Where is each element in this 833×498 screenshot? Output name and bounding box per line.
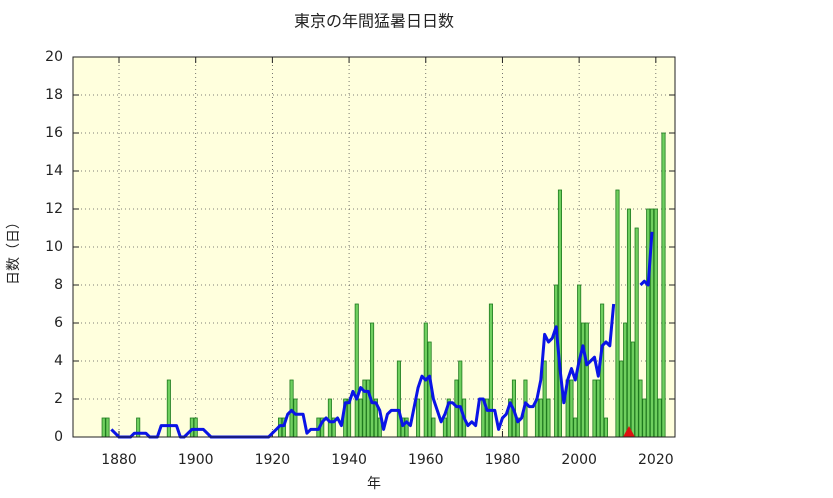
bar bbox=[347, 398, 352, 438]
bar bbox=[534, 398, 539, 438]
bar bbox=[638, 379, 643, 438]
bar bbox=[657, 398, 662, 438]
bar bbox=[573, 417, 578, 438]
bar bbox=[358, 398, 363, 438]
bar bbox=[454, 379, 459, 438]
y-tick-label: 6 bbox=[54, 315, 63, 331]
y-tick-label: 18 bbox=[45, 87, 63, 103]
y-tick-label: 2 bbox=[54, 391, 63, 407]
y-tick-label: 20 bbox=[45, 49, 63, 65]
bar bbox=[623, 322, 628, 438]
bar bbox=[596, 379, 601, 438]
y-tick-label: 10 bbox=[45, 239, 63, 255]
chart-title: 東京の年間猛暑日日数 bbox=[294, 12, 454, 31]
bar bbox=[105, 417, 110, 438]
y-tick-label: 8 bbox=[54, 277, 63, 293]
y-tick-label: 12 bbox=[45, 201, 63, 217]
bar bbox=[634, 227, 639, 438]
y-tick-label: 4 bbox=[54, 353, 63, 369]
x-tick-label: 1960 bbox=[408, 452, 444, 468]
bar bbox=[661, 132, 666, 438]
y-tick-label: 0 bbox=[54, 429, 63, 445]
x-tick-label: 2020 bbox=[638, 452, 674, 468]
bar bbox=[626, 208, 632, 438]
bar bbox=[366, 379, 371, 438]
bar bbox=[554, 284, 559, 438]
bar bbox=[327, 398, 332, 438]
x-axis-label: 年 bbox=[367, 476, 381, 492]
bar bbox=[370, 322, 375, 438]
y-axis-label: 日数（日） bbox=[6, 215, 22, 285]
x-tick-label: 1880 bbox=[101, 452, 137, 468]
bar bbox=[189, 417, 194, 438]
bar bbox=[557, 189, 562, 438]
marker bbox=[622, 426, 635, 437]
bar bbox=[646, 208, 651, 438]
bar bbox=[431, 417, 436, 438]
bar bbox=[101, 417, 106, 438]
bar bbox=[293, 398, 298, 438]
bar bbox=[396, 360, 401, 438]
bar bbox=[542, 360, 547, 438]
bar bbox=[642, 398, 647, 438]
bar bbox=[603, 417, 609, 438]
bar bbox=[580, 322, 586, 438]
x-tick-label: 2000 bbox=[561, 452, 597, 468]
bar bbox=[615, 189, 620, 438]
bar bbox=[584, 322, 589, 438]
bar bbox=[354, 303, 359, 438]
bar bbox=[569, 379, 574, 438]
x-tick-label: 1940 bbox=[331, 452, 367, 468]
bar bbox=[416, 398, 421, 438]
plot-frame bbox=[72, 56, 676, 438]
bar bbox=[619, 360, 624, 438]
x-tick-label: 1980 bbox=[485, 452, 521, 468]
bar bbox=[538, 398, 543, 438]
bar bbox=[592, 379, 597, 438]
bar bbox=[546, 398, 551, 438]
bar bbox=[488, 303, 493, 438]
bar bbox=[630, 341, 635, 438]
bar bbox=[458, 360, 463, 438]
y-tick-label: 16 bbox=[45, 125, 63, 141]
bar bbox=[600, 303, 605, 438]
line bbox=[110, 231, 654, 439]
x-tick-label: 1920 bbox=[255, 452, 291, 468]
bar bbox=[442, 417, 447, 438]
y-tick-label: 14 bbox=[45, 163, 63, 179]
bar bbox=[653, 208, 658, 438]
x-tick-label: 1900 bbox=[178, 452, 214, 468]
bar bbox=[289, 379, 294, 438]
bar bbox=[193, 417, 198, 438]
bar bbox=[166, 379, 171, 438]
